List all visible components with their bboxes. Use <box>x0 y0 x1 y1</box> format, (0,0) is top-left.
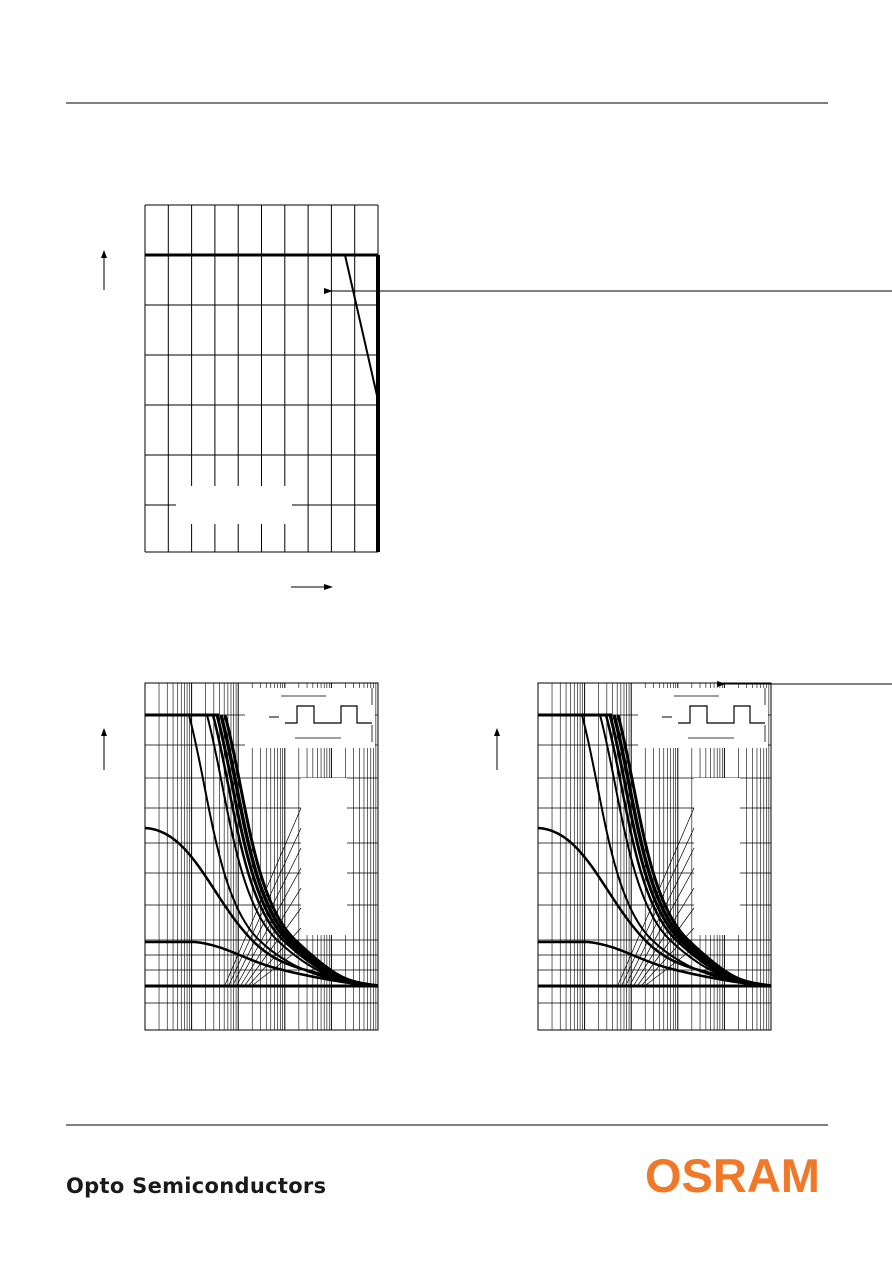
hatch <box>637 907 695 986</box>
arrow-head <box>101 728 107 736</box>
frame <box>144 682 379 1031</box>
arrow-head <box>324 288 333 294</box>
curve <box>538 940 772 988</box>
derating-chart <box>101 204 380 590</box>
footer-text: Opto Semiconductors <box>66 1174 327 1198</box>
pulse <box>678 705 765 724</box>
pulse-chart-left <box>101 288 892 1031</box>
logo: OSRAM <box>645 1149 820 1202</box>
hatch <box>633 887 695 986</box>
arrow-head <box>101 250 107 258</box>
hatch <box>236 867 302 986</box>
curve <box>145 940 379 988</box>
arrow-head <box>717 681 726 687</box>
frame <box>537 682 772 1031</box>
hatch <box>240 887 302 986</box>
arrow-head <box>494 728 500 736</box>
arrow-head <box>324 584 333 590</box>
blank <box>245 688 375 748</box>
blank <box>301 778 347 935</box>
blank <box>176 486 292 524</box>
curve <box>344 254 379 401</box>
pulse-chart-right <box>494 681 892 1031</box>
hatch <box>244 907 302 986</box>
hatch <box>629 867 695 986</box>
blank <box>638 688 768 748</box>
blank <box>694 778 740 935</box>
pulse <box>285 705 372 724</box>
